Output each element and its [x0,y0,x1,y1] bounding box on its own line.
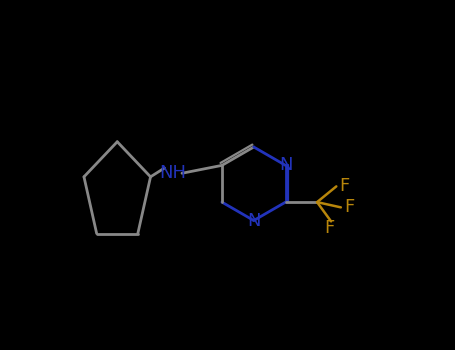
Text: F: F [324,219,334,237]
Text: N: N [247,211,261,230]
Text: N: N [279,156,292,174]
Text: F: F [339,177,349,195]
Text: F: F [344,198,355,216]
Text: NH: NH [160,164,187,182]
